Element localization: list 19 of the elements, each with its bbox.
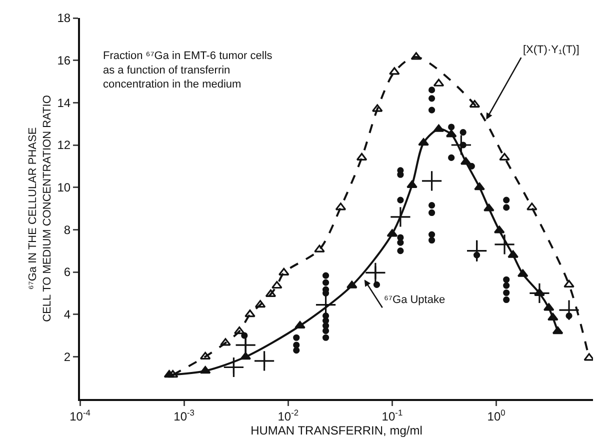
annotation: Fraction ⁶⁷Ga in EMT-6 tumor cells as a function of transferrin concentration in the medium — [103, 50, 273, 91]
x-tick-label: 10$^{-3}$ — [174, 407, 195, 424]
annotation: [X(T)·Y₁(T)] — [523, 44, 580, 56]
y-tick-label: 18 — [57, 11, 71, 26]
x-axis-title: HUMAN TRANSFERRIN, mg/ml — [250, 423, 422, 438]
y-tick-label: 16 — [57, 54, 71, 68]
y-tick-label: 4 — [64, 308, 71, 322]
x-tick-label: 10$^{-2}$ — [278, 407, 299, 424]
x-tick-label: 10$^{-4}$ — [70, 407, 91, 424]
y-tick-label: 14 — [57, 96, 71, 110]
y-tick-label: 8 — [64, 222, 71, 237]
y-tick-label: 2 — [64, 350, 71, 364]
x-tick-label: 10$^{-1}$ — [382, 407, 403, 424]
y-axis-title: ⁶⁷Ga IN THE CELLULAR PHASE CELL TO MEDIUM CONCENTRATION RATIO — [27, 94, 54, 322]
annotation: ⁶⁷Ga Uptake — [384, 294, 446, 306]
y-tick-label: 6 — [64, 265, 71, 280]
y-tick-label: 12 — [57, 138, 71, 152]
y-tick-label: 10 — [57, 180, 71, 195]
x-tick-label: 10$^{0}$ — [487, 407, 506, 424]
